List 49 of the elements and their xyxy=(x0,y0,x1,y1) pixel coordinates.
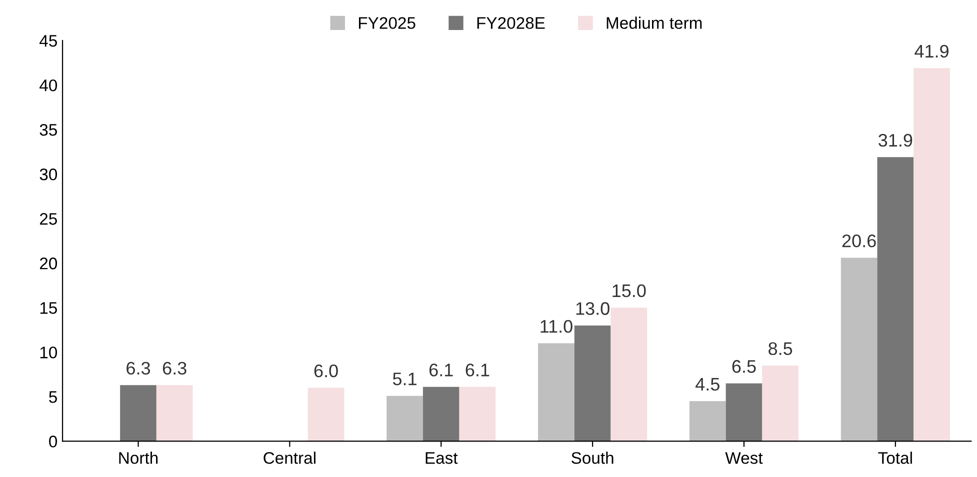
data-label: 6.1 xyxy=(429,364,453,376)
legend-label: FY2025 xyxy=(358,17,416,29)
x-tick-label: Central xyxy=(264,452,316,464)
data-label: 6.0 xyxy=(314,364,338,378)
bar xyxy=(877,157,914,442)
data-label: 41.9 xyxy=(914,44,948,58)
data-label: 6.3 xyxy=(162,362,186,375)
data-label: 20.6 xyxy=(842,234,876,248)
data-label: 6.5 xyxy=(732,360,756,373)
data-label: 11.0 xyxy=(540,320,572,333)
bar xyxy=(914,68,950,442)
bar xyxy=(574,325,611,442)
x-tick-label: West xyxy=(725,452,763,464)
bar xyxy=(840,258,878,442)
bar xyxy=(386,396,423,442)
bar xyxy=(156,385,193,442)
y-tick-label: 30 xyxy=(40,168,58,180)
data-label: 15.0 xyxy=(612,284,646,298)
bar xyxy=(308,388,344,442)
x-tick-label: South xyxy=(572,452,614,464)
data-label: 5.1 xyxy=(392,372,416,386)
y-tick-label: 35 xyxy=(40,124,57,136)
y-tick-label: 40 xyxy=(40,79,58,92)
y-tick-label: 0 xyxy=(49,436,58,448)
bar xyxy=(610,308,648,442)
data-label: 8.5 xyxy=(768,342,792,356)
bar xyxy=(538,343,574,442)
bar xyxy=(762,366,798,442)
legend-label: Medium term xyxy=(606,16,702,29)
y-tick-label: 15 xyxy=(40,302,57,314)
y-tick-label: 5 xyxy=(49,391,57,403)
legend-label: FY2028E xyxy=(477,17,545,29)
x-tick-label: Total xyxy=(878,452,912,464)
data-label: 31.9 xyxy=(878,134,912,147)
bar xyxy=(689,401,726,442)
bar xyxy=(422,386,460,442)
y-tick-label: 25 xyxy=(40,213,57,225)
data-label: 6.1 xyxy=(466,364,490,376)
y-tick-label: 20 xyxy=(40,258,58,270)
data-label: 4.5 xyxy=(696,378,720,391)
data-label: 13.0 xyxy=(576,302,610,315)
x-tick-label: East xyxy=(426,452,458,464)
bar xyxy=(459,386,496,442)
bar xyxy=(726,383,762,442)
bar xyxy=(120,385,156,442)
x-tick-label: North xyxy=(119,452,158,464)
data-label: 6.3 xyxy=(126,362,150,375)
y-tick-label: 10 xyxy=(40,346,58,358)
y-tick-label: 45 xyxy=(40,35,57,47)
